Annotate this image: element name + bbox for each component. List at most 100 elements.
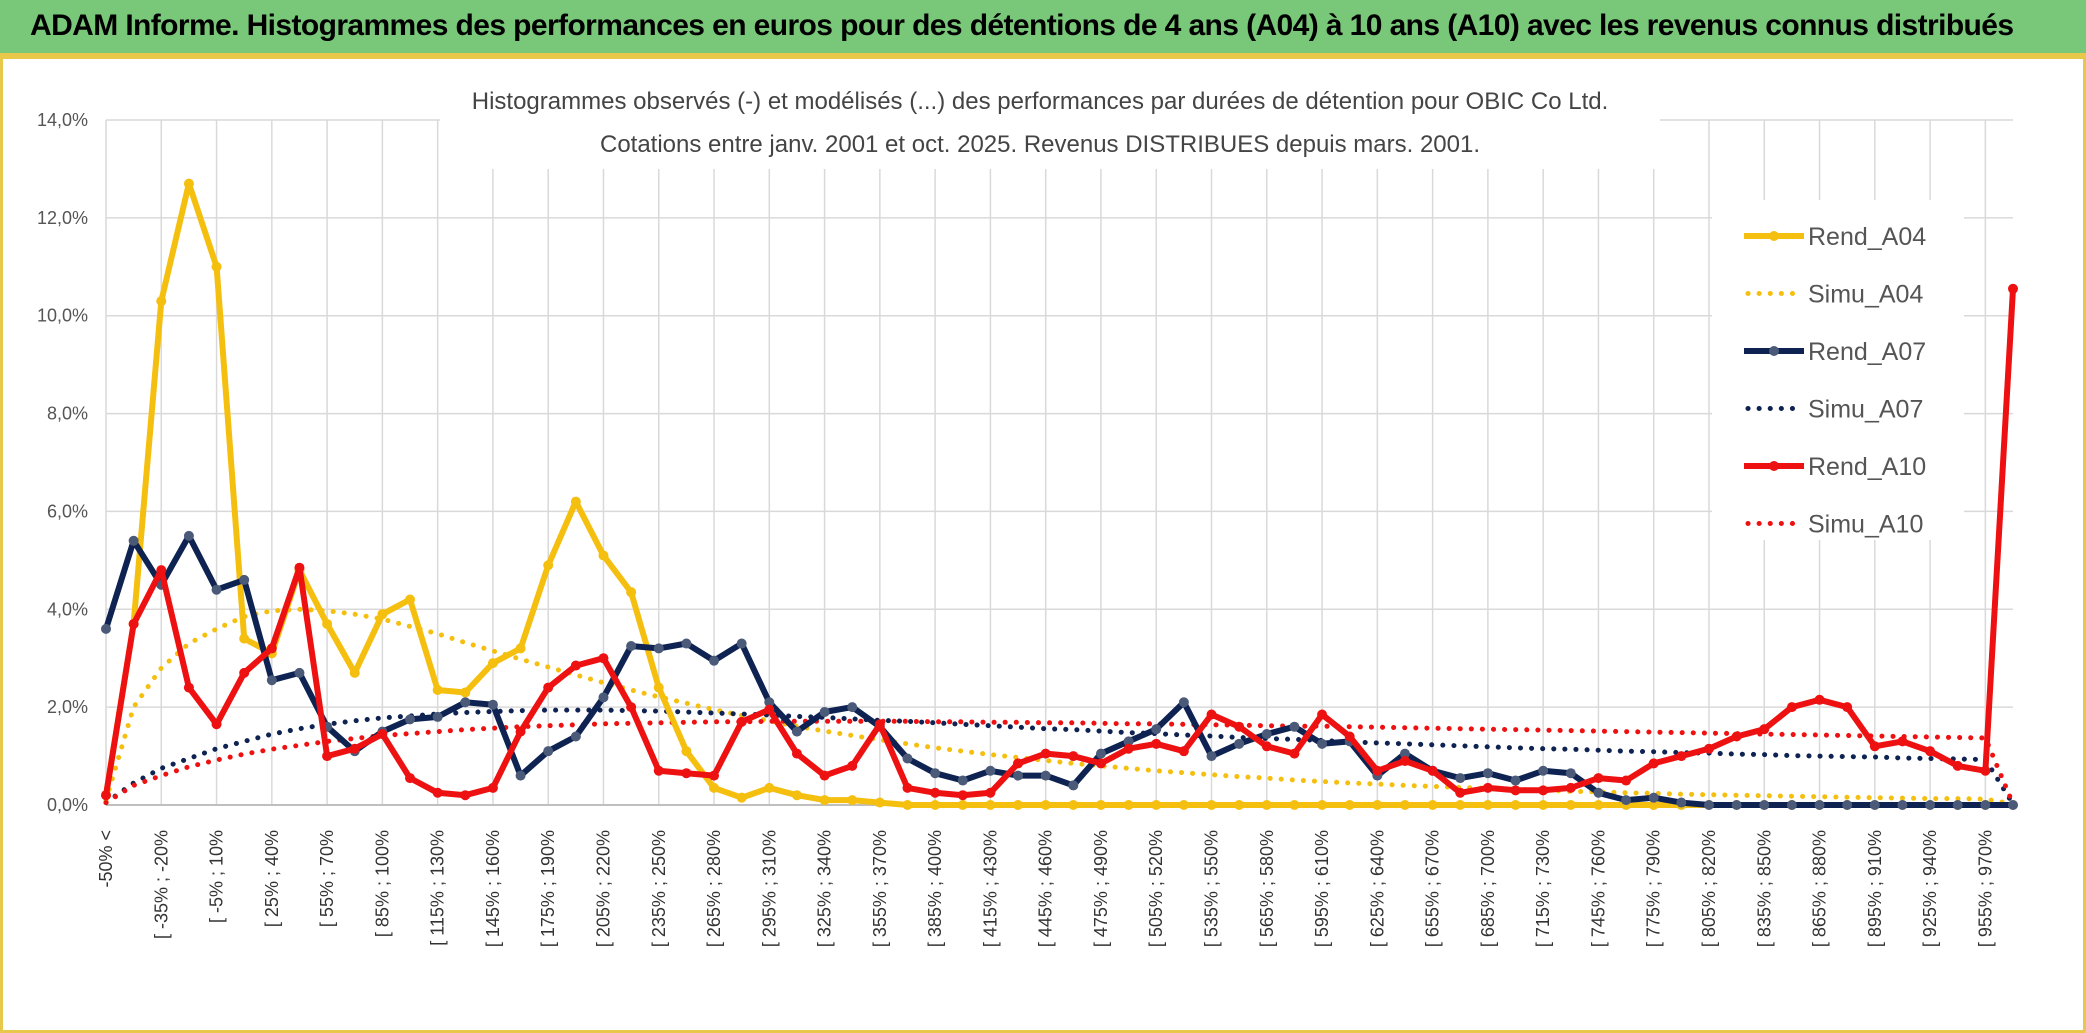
data-point xyxy=(1648,792,1659,803)
data-point xyxy=(1510,785,1521,796)
series-rend_a10 xyxy=(101,283,2018,801)
data-point xyxy=(1317,738,1328,749)
data-point xyxy=(432,685,443,696)
data-point xyxy=(847,795,858,806)
x-tick-label: [ 475% ; 490% xyxy=(1091,830,1111,947)
data-point xyxy=(487,782,498,793)
data-point xyxy=(211,584,222,595)
y-tick-label: 12,0% xyxy=(37,208,88,228)
data-point xyxy=(377,729,388,740)
data-point xyxy=(598,550,609,561)
data-point xyxy=(487,699,498,710)
data-point xyxy=(626,587,637,598)
data-point xyxy=(1869,800,1880,810)
data-point xyxy=(1565,800,1576,810)
data-point xyxy=(1897,736,1908,747)
x-tick-label: [ 325% ; 340% xyxy=(815,830,835,947)
chart-title-line2: Cotations entre janv. 2001 et oct. 2025.… xyxy=(600,131,1480,158)
x-tick-label: [ 565% ; 580% xyxy=(1257,830,1277,947)
data-point xyxy=(1427,765,1438,776)
data-point xyxy=(1703,743,1714,754)
x-tick-label: [ 145% ; 160% xyxy=(483,830,503,947)
x-tick-label: [ 745% ; 760% xyxy=(1588,830,1608,947)
data-point xyxy=(1482,768,1493,779)
data-point xyxy=(156,296,167,307)
series-rend_a07 xyxy=(101,530,2018,810)
data-point xyxy=(985,787,996,798)
data-point xyxy=(1980,765,1991,776)
data-point xyxy=(1040,748,1051,759)
x-tick-label: [ 625% ; 640% xyxy=(1367,830,1387,947)
data-point xyxy=(1925,746,1936,757)
legend-label: Rend_A07 xyxy=(1808,338,1926,366)
data-point xyxy=(1178,800,1189,810)
data-point xyxy=(764,782,775,793)
x-tick-label: [ 955% ; 970% xyxy=(1975,830,1995,947)
data-point xyxy=(764,704,775,715)
data-point xyxy=(1123,800,1134,810)
legend-label: Simu_A04 xyxy=(1808,281,1923,309)
data-point xyxy=(1372,800,1383,810)
series-simu_a07 xyxy=(103,707,2016,807)
data-point xyxy=(211,719,222,730)
data-point xyxy=(681,638,692,649)
data-point xyxy=(1676,751,1687,762)
x-tick-label: [ 55% ; 70% xyxy=(317,830,337,927)
x-tick-label: [ 595% ; 610% xyxy=(1312,830,1332,947)
data-point xyxy=(1013,770,1024,781)
legend: Rend_A04 Simu_A04 Rend_A07 Simu_A07 Rend_A10… xyxy=(1712,200,1964,540)
y-axis-ticks: 0,0% 2,0% 4,0% 6,0% 8,0% 10,0% 12,0% 14,0% xyxy=(37,110,88,815)
data-point xyxy=(543,682,554,693)
legend-marker xyxy=(1769,461,1779,471)
data-point xyxy=(1648,800,1659,810)
series-line-rend_a10 xyxy=(103,288,2016,799)
data-point xyxy=(1234,721,1245,732)
data-point xyxy=(1372,765,1383,776)
data-point xyxy=(1206,751,1217,762)
legend-label: Simu_A10 xyxy=(1808,511,1923,539)
data-point xyxy=(985,765,996,776)
data-point xyxy=(349,667,360,678)
data-point xyxy=(1261,800,1272,810)
x-tick-label: [ 805% ; 820% xyxy=(1699,830,1719,947)
x-tick-label: [ 445% ; 460% xyxy=(1036,830,1056,947)
legend-label: Simu_A07 xyxy=(1808,396,1923,424)
data-point xyxy=(1427,800,1438,810)
data-point xyxy=(1068,780,1079,791)
legend-label: Rend_A04 xyxy=(1808,223,1926,251)
data-point xyxy=(1151,724,1162,735)
data-point xyxy=(239,574,250,585)
data-point xyxy=(1261,729,1272,740)
data-point xyxy=(819,795,830,806)
data-point xyxy=(1344,731,1355,742)
x-tick-label: [ -35% ; -20% xyxy=(151,830,171,939)
data-point xyxy=(349,743,360,754)
data-point xyxy=(598,653,609,664)
x-tick-label: [ 415% ; 430% xyxy=(980,830,1000,947)
chart-title-background xyxy=(440,79,1660,169)
data-point xyxy=(847,702,858,713)
data-point xyxy=(653,682,664,693)
data-point xyxy=(1648,758,1659,769)
data-point xyxy=(709,655,720,666)
data-point xyxy=(1814,694,1825,705)
data-point xyxy=(543,560,554,571)
x-tick-label: [ 925% ; 940% xyxy=(1920,830,1940,947)
data-point xyxy=(294,667,305,678)
data-point xyxy=(432,787,443,798)
y-tick-label: 2,0% xyxy=(47,697,88,717)
x-tick-label: [ 865% ; 880% xyxy=(1810,830,1830,947)
legend-item-simu_a04: Simu_A04 xyxy=(1745,281,1923,309)
data-point xyxy=(626,702,637,713)
data-point xyxy=(1759,800,1770,810)
data-point xyxy=(1842,800,1853,810)
x-tick-label: [ 205% ; 220% xyxy=(593,830,613,947)
data-point xyxy=(239,633,250,644)
data-point xyxy=(930,787,941,798)
y-tick-label: 4,0% xyxy=(47,599,88,619)
data-point xyxy=(128,618,139,629)
data-point xyxy=(653,643,664,654)
data-point xyxy=(515,770,526,781)
data-point xyxy=(1095,758,1106,769)
data-point xyxy=(1925,800,1936,810)
